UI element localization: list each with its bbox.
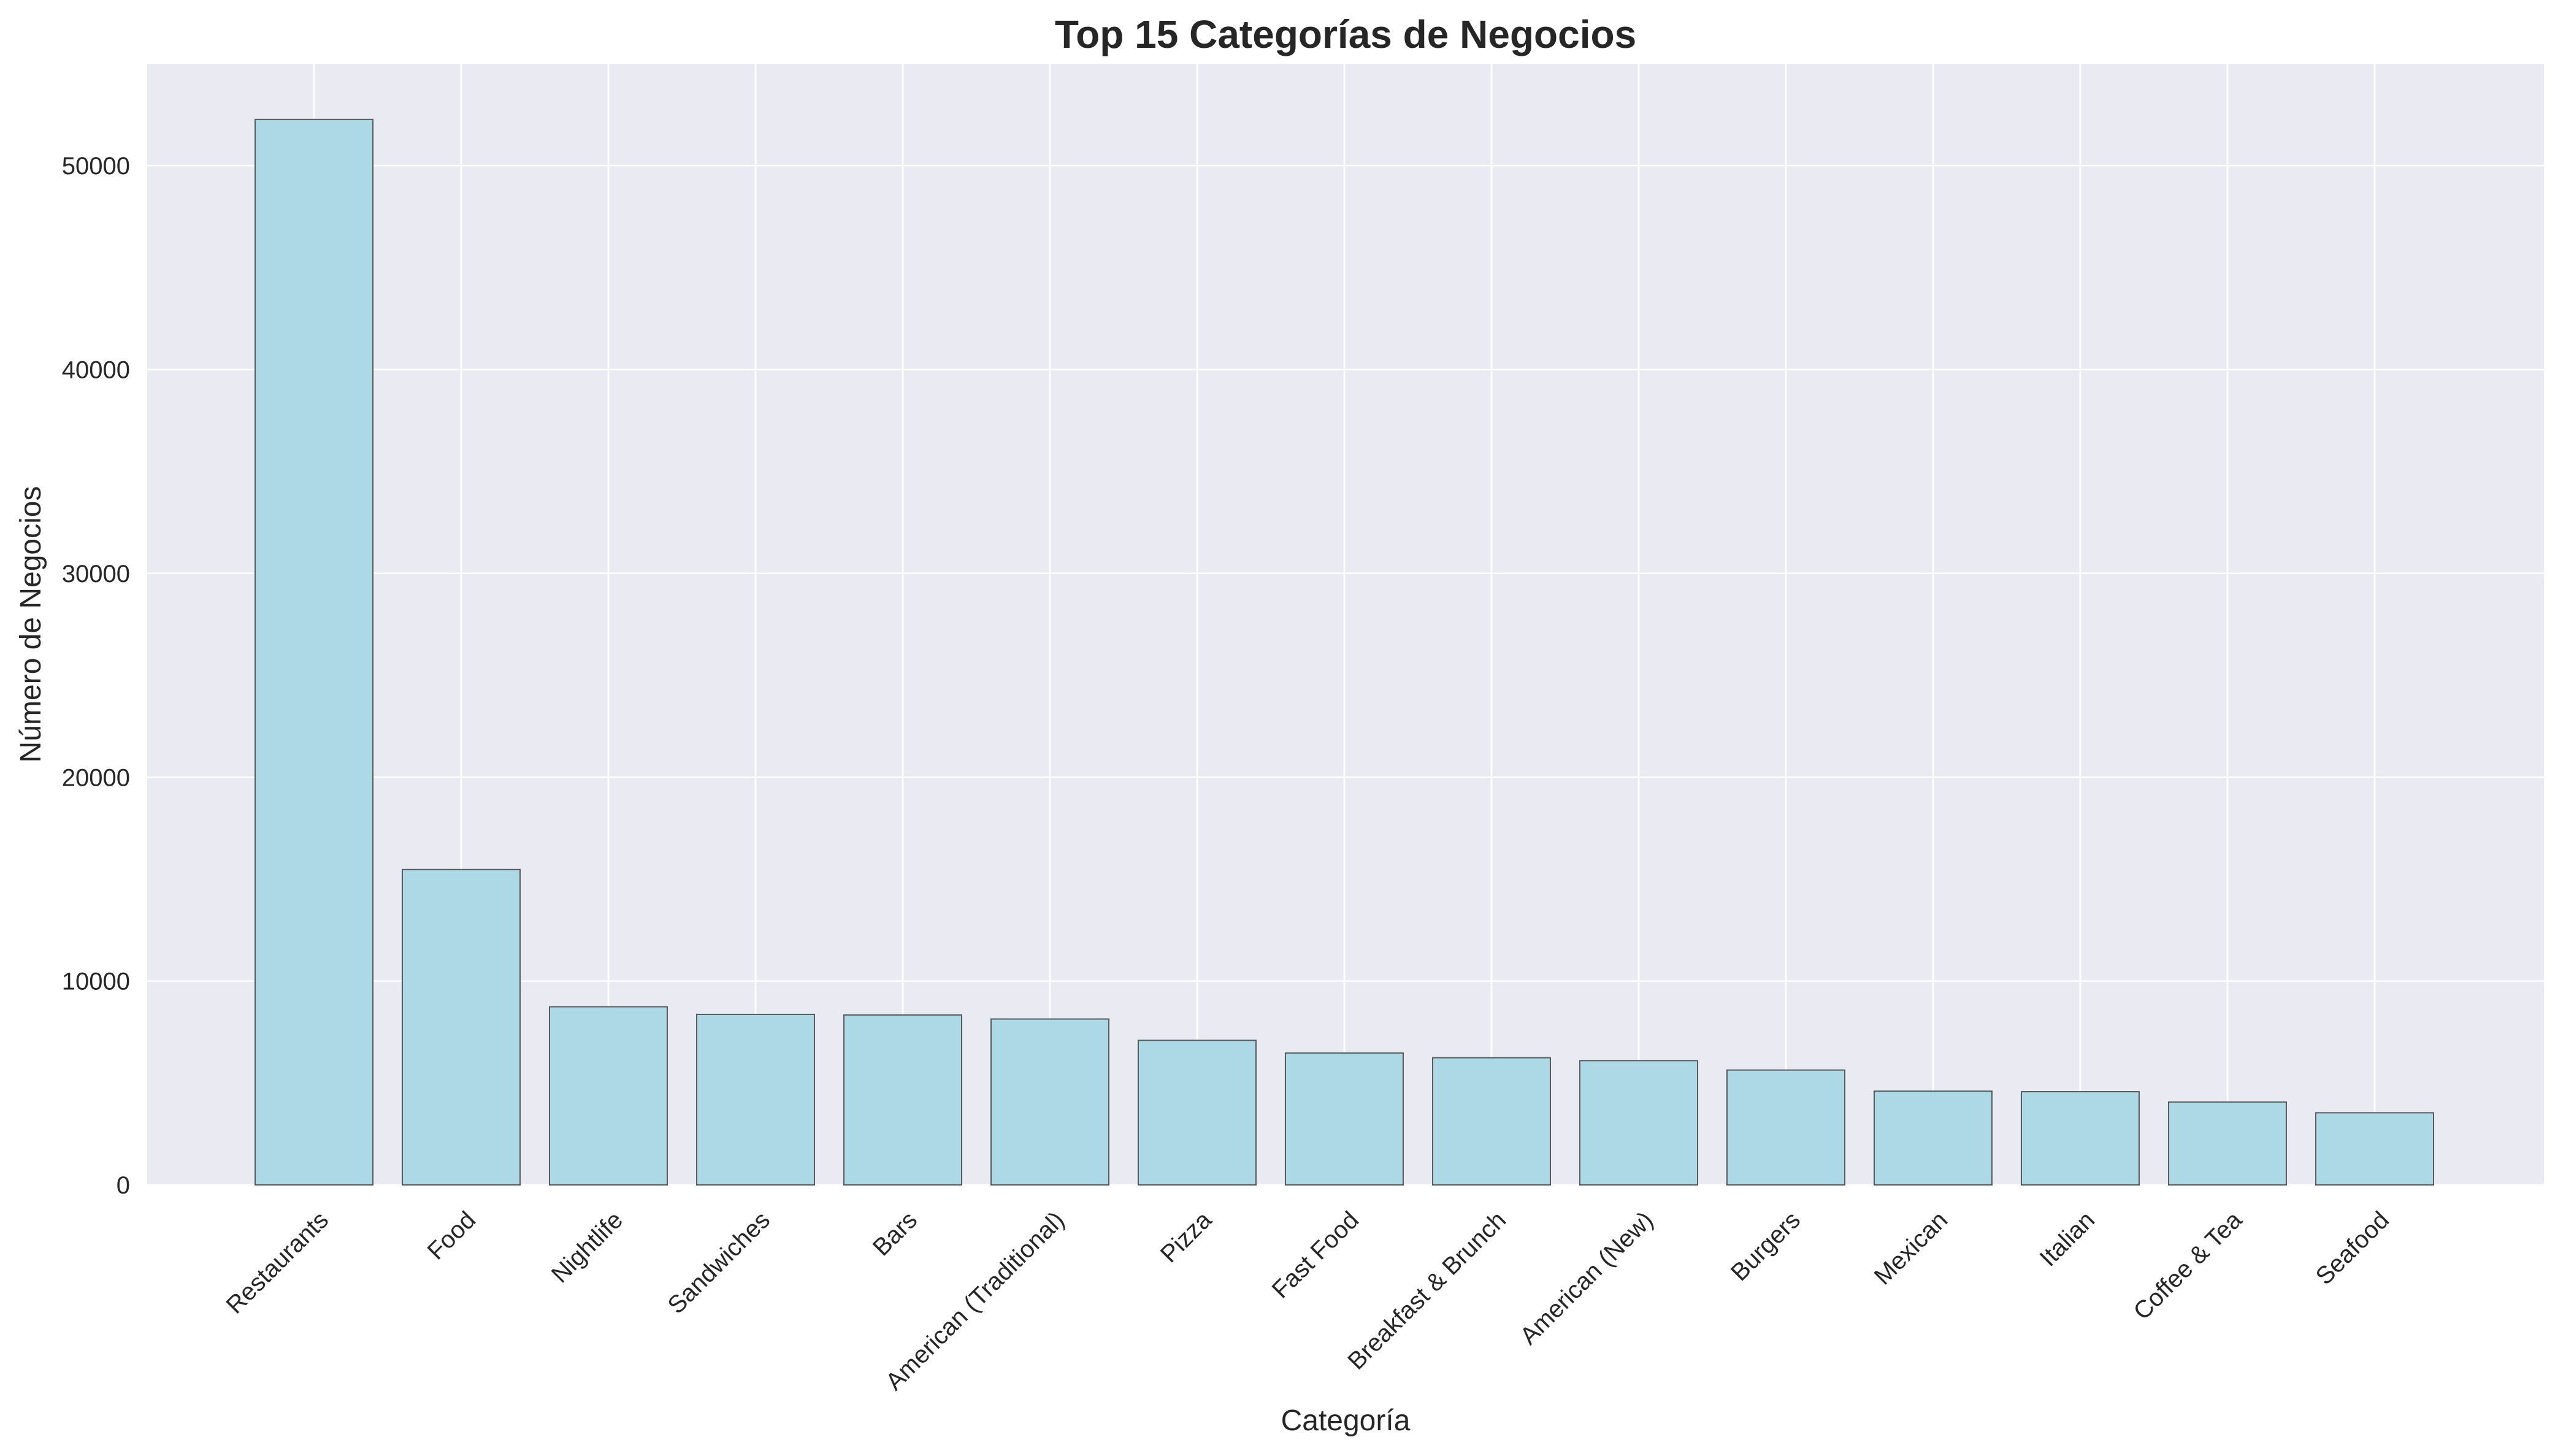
bar-nightlife	[549, 1006, 668, 1186]
x-tick-label: Seafood	[2311, 1206, 2394, 1290]
x-axis-ticks: Restaurants Food Nightlife Sandwiches Bars Am…	[221, 1206, 2395, 1396]
x-tick-label: Bars	[868, 1206, 922, 1261]
x-axis-label: Categoría	[1281, 1404, 1411, 1437]
bar-burgers	[1726, 1069, 1845, 1186]
bar-coffee-tea	[2168, 1101, 2287, 1186]
y-tick-label: 20000	[62, 764, 130, 791]
x-tick-label: Food	[423, 1206, 481, 1265]
x-tick-label: Sandwiches	[663, 1206, 776, 1319]
bar-american-new	[1579, 1060, 1698, 1186]
y-tick-label: 10000	[62, 968, 130, 995]
bar-layer	[255, 118, 2434, 1186]
plot-background	[147, 64, 2544, 1185]
y-tick-label: 30000	[62, 561, 130, 588]
y-tick-label: 40000	[62, 357, 130, 384]
bar-restaurants	[255, 118, 373, 1186]
grid-layer	[147, 64, 2544, 1186]
bar-seafood	[2315, 1112, 2434, 1186]
bar-fast-food	[1285, 1052, 1404, 1186]
bar-bars	[843, 1014, 962, 1186]
x-tick-label: Fast Food	[1267, 1206, 1364, 1303]
bar-breakfast-brunch	[1432, 1057, 1551, 1186]
x-tick-label: Pizza	[1155, 1206, 1217, 1268]
x-tick-label: Breakfast & Brunch	[1342, 1206, 1511, 1375]
bar-food	[402, 868, 521, 1186]
x-tick-label: American (New)	[1515, 1206, 1658, 1350]
bar-italian	[2021, 1091, 2140, 1186]
x-tick-label: Burgers	[1726, 1206, 1806, 1286]
y-tick-label: 0	[117, 1172, 130, 1199]
bar-sandwiches	[696, 1013, 815, 1186]
bar-american-traditional	[990, 1018, 1109, 1186]
bar-pizza	[1138, 1040, 1257, 1186]
y-tick-label: 50000	[62, 153, 130, 180]
x-tick-label: Coffee & Tea	[2129, 1206, 2248, 1325]
y-axis-label: Número de Negocios	[15, 486, 47, 763]
x-tick-label: Mexican	[1869, 1206, 1953, 1290]
x-tick-label: Restaurants	[221, 1206, 334, 1319]
bar-mexican	[1874, 1090, 1993, 1186]
y-axis-ticks: 0 10000 20000 30000 40000 50000	[62, 153, 130, 1199]
chart-title: Top 15 Categorías de Negocios	[1055, 12, 1636, 56]
x-tick-label: Italian	[2035, 1206, 2100, 1272]
x-tick-label: Nightlife	[546, 1206, 628, 1288]
